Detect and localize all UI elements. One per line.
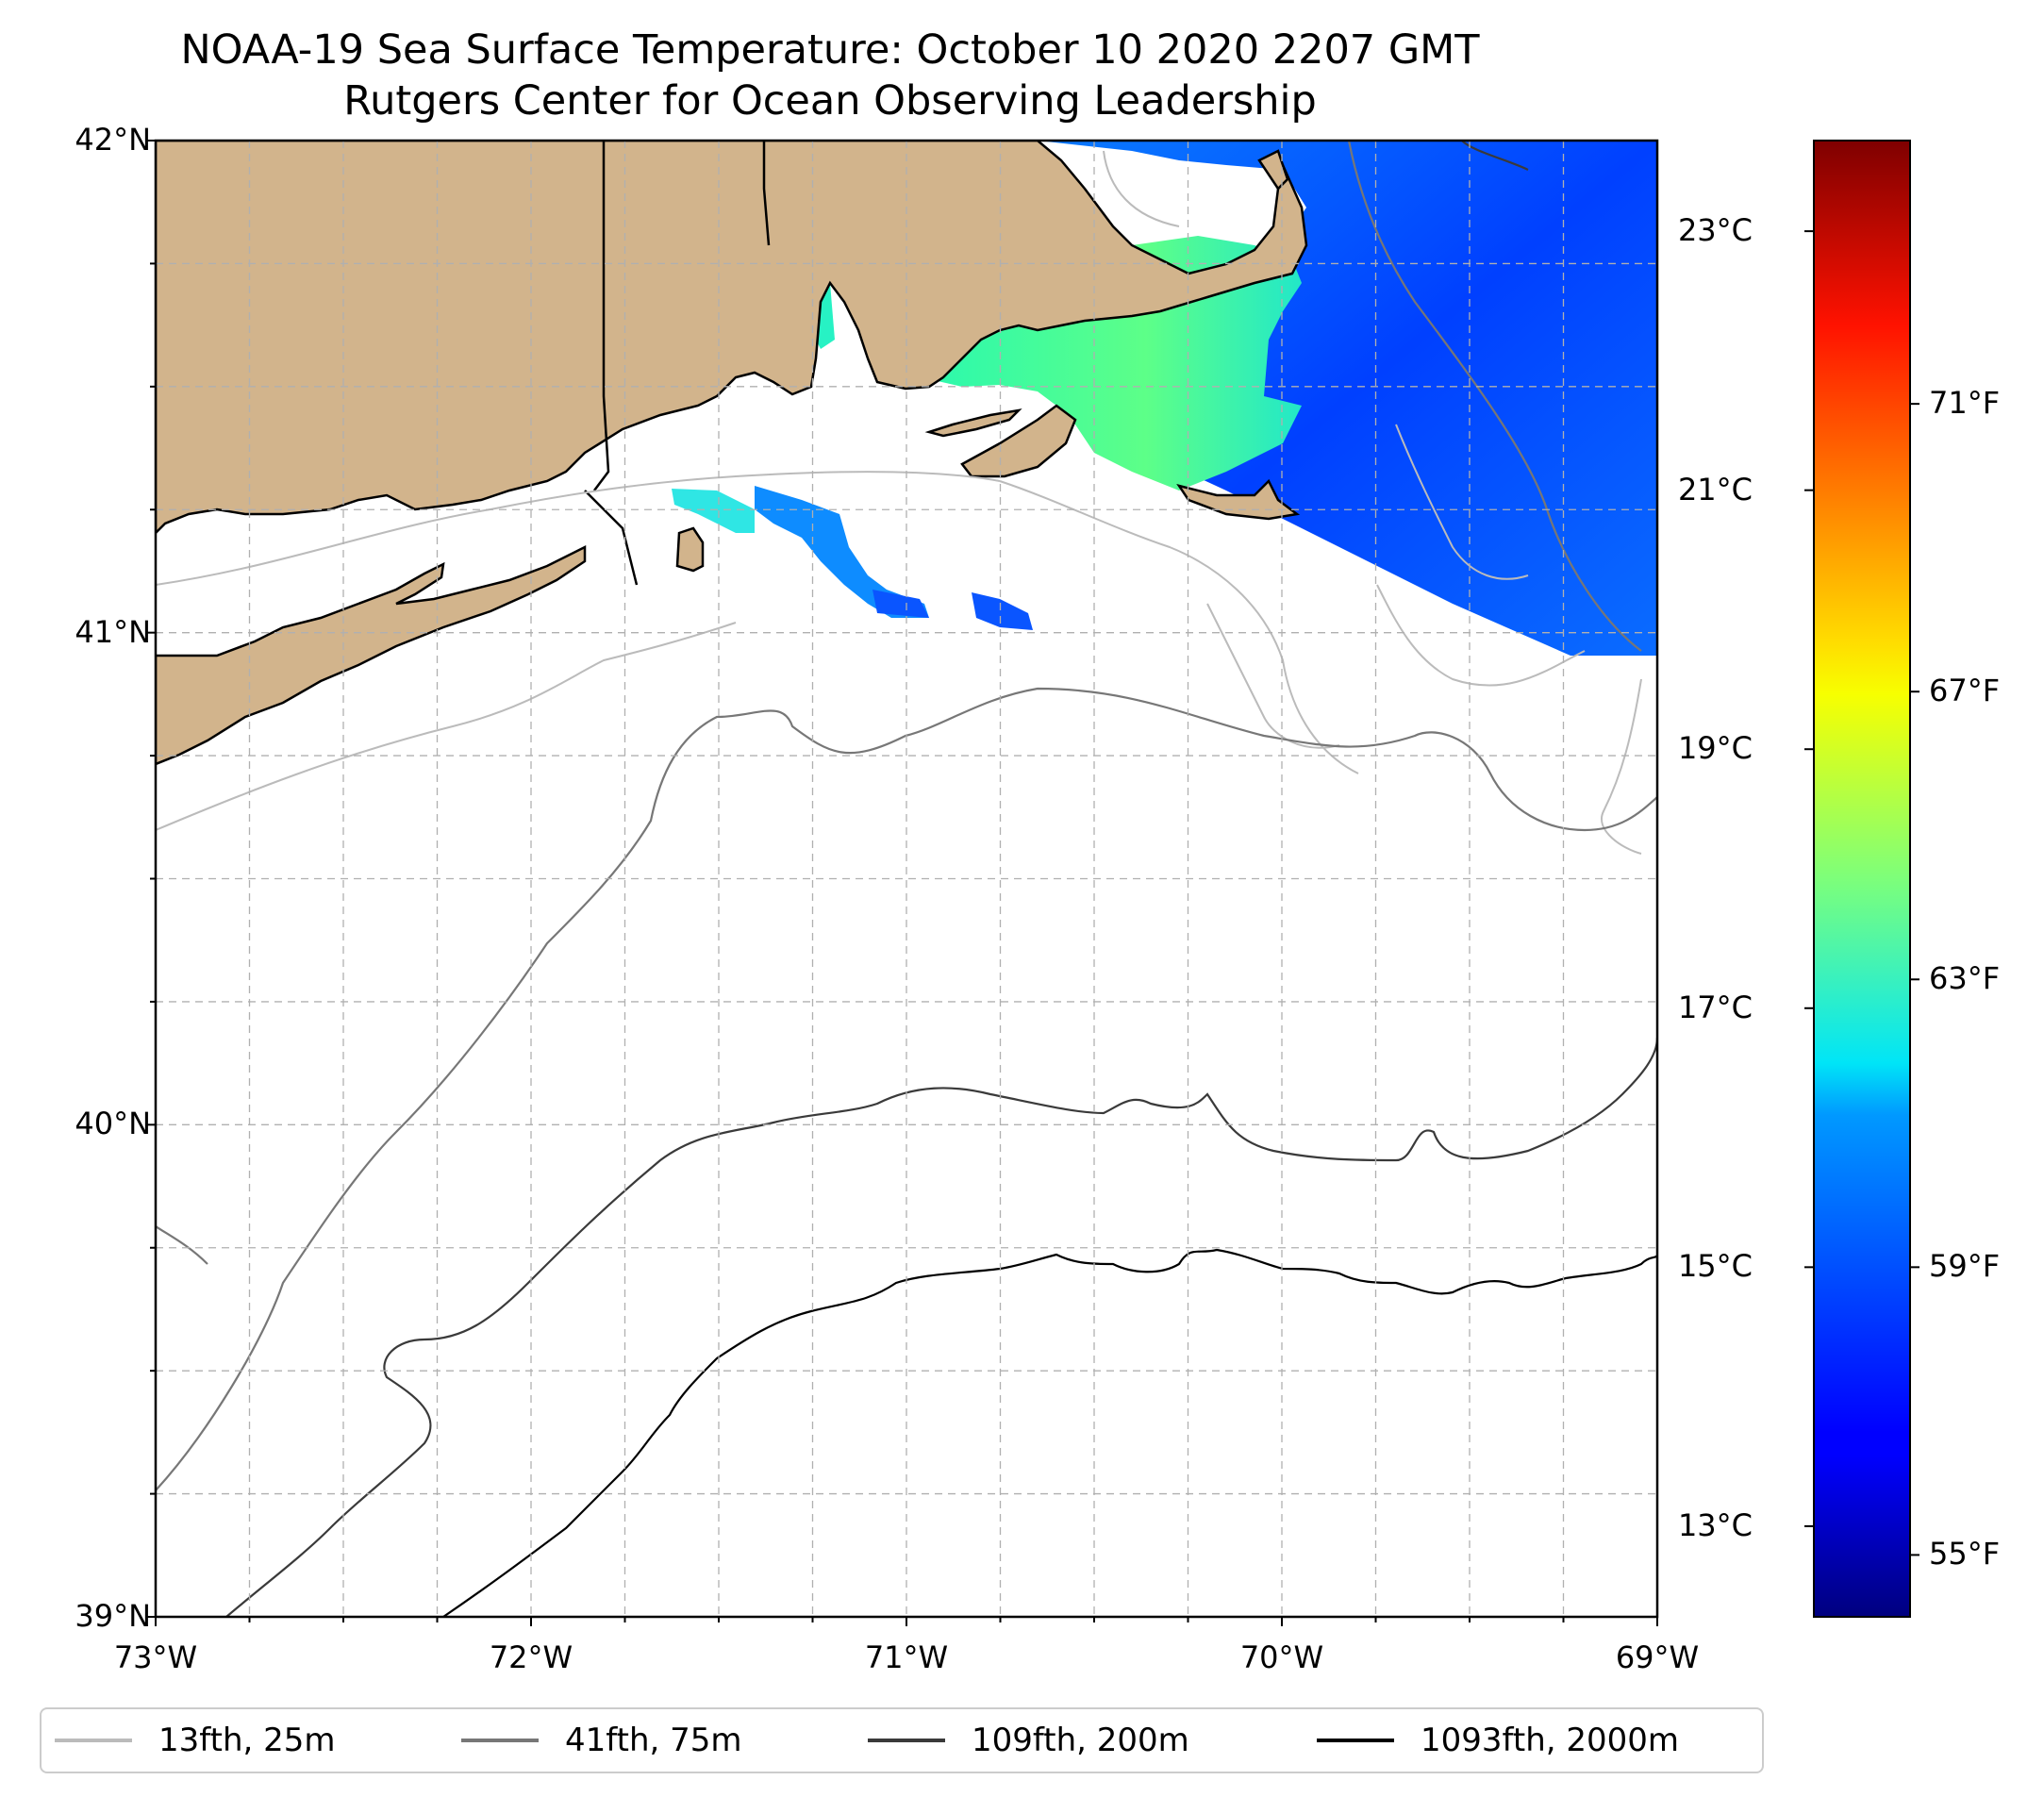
colorbar-celsius-label: 23°C — [1677, 212, 1753, 249]
lon-tick-label: 72°W — [489, 1639, 573, 1675]
lat-tick-label: 40°N — [75, 1106, 151, 1142]
map-gridlines — [156, 141, 1657, 1617]
legend-item: 13fth, 25m — [55, 1709, 336, 1772]
bathymetry-25m — [156, 150, 1642, 855]
axis-ticks — [146, 140, 1658, 1626]
lon-tick-label: 69°W — [1615, 1639, 1700, 1675]
lon-tick-label: 70°W — [1239, 1639, 1324, 1675]
bathymetry-2000m — [442, 1248, 1657, 1617]
colorbar-celsius-label: 19°C — [1677, 730, 1753, 767]
legend-item: 109fth, 200m — [868, 1709, 1189, 1772]
sst-patch-south1 — [755, 486, 929, 618]
legend-label: 41fth, 75m — [565, 1722, 742, 1759]
sst-patch-south2 — [872, 590, 929, 618]
colorbar-celsius-label: 21°C — [1677, 471, 1753, 507]
lon-tick-label: 71°W — [864, 1639, 949, 1675]
map-subtitle: Rutgers Center for Ocean Observing Leade… — [343, 77, 1317, 125]
land-marthas-vineyard — [960, 404, 1077, 478]
legend-label: 109fth, 200m — [972, 1722, 1189, 1759]
colorbar-fahrenheit-label: 71°F — [1929, 385, 2001, 422]
legend-label: 13fth, 25m — [158, 1722, 336, 1759]
legend-line-swatch — [461, 1739, 539, 1742]
sst-patch-offshore-blue — [1038, 141, 1657, 656]
state-borders — [584, 141, 771, 586]
colorbar-celsius-label: 17°C — [1677, 989, 1753, 1025]
lat-tick-label: 42°N — [75, 122, 151, 158]
land-layer — [156, 141, 1308, 766]
legend-item: 1093fth, 2000m — [1317, 1709, 1679, 1772]
legend-line-swatch — [55, 1739, 132, 1742]
colorbar-fahrenheit-label: 59°F — [1929, 1248, 2001, 1285]
bathymetry-200m — [225, 141, 1657, 1617]
land-long-island — [156, 544, 587, 766]
sst-patch-south3 — [972, 592, 1033, 630]
legend-line-swatch — [868, 1739, 945, 1742]
map-title: NOAA-19 Sea Surface Temperature: October… — [180, 26, 1480, 74]
legend-label: 1093fth, 2000m — [1421, 1722, 1680, 1759]
colorbar-celsius-label: 13°C — [1677, 1506, 1753, 1543]
colorbar-ticks — [1804, 230, 1919, 1556]
colorbar-fahrenheit-label: 55°F — [1929, 1536, 2001, 1572]
sst-patch-coastal — [672, 489, 755, 533]
lat-tick-label: 39°N — [75, 1598, 151, 1634]
land-cape-tip — [1257, 149, 1289, 191]
colorbar — [1813, 140, 1911, 1618]
colorbar-celsius-label: 15°C — [1677, 1248, 1753, 1285]
legend-item: 41fth, 75m — [461, 1709, 742, 1772]
lat-tick-label: 41°N — [75, 613, 151, 650]
contour-legend: 13fth, 25m 41fth, 75m 109fth, 200m 1093fth,… — [40, 1707, 1764, 1773]
land-block-island — [675, 526, 705, 573]
legend-line-swatch — [1317, 1739, 1394, 1742]
colorbar-fahrenheit-label: 63°F — [1929, 960, 2001, 997]
colorbar-fahrenheit-label: 67°F — [1929, 673, 2001, 709]
lon-tick-label: 73°W — [113, 1639, 198, 1675]
bathymetry-75m — [156, 141, 1657, 1491]
land-elizabeth-islands — [924, 408, 1022, 438]
